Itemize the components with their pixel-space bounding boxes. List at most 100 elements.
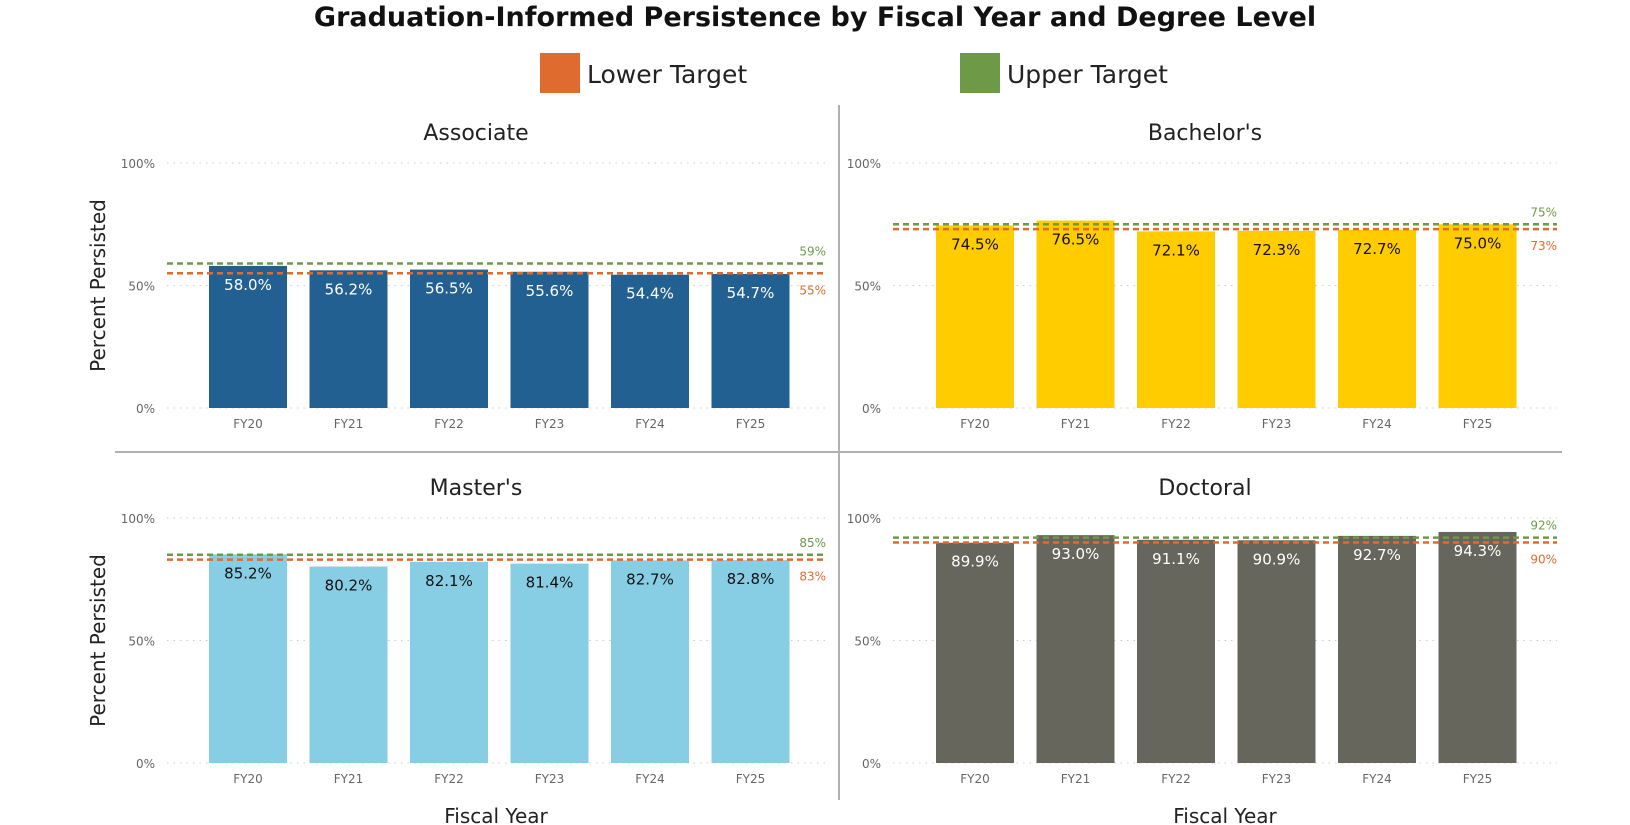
- x-tick-label: FY21: [1061, 772, 1091, 786]
- data-label: 80.2%: [325, 577, 373, 595]
- data-label: 72.7%: [1353, 240, 1401, 258]
- y-tick-label: 100%: [847, 512, 881, 526]
- panel-bachelors: Bachelor's 0% 50% 100% 74.5% FY20 76.5% FY21 72.…: [847, 121, 1557, 431]
- x-tick-label: FY25: [1463, 772, 1493, 786]
- data-label: 54.4%: [626, 285, 674, 303]
- bar-FY23: [1237, 230, 1316, 408]
- x-tick-label: FY24: [635, 417, 665, 431]
- lower-target-label: 73%: [1530, 239, 1557, 253]
- data-label: 75.0%: [1454, 234, 1502, 252]
- data-label: 91.1%: [1152, 550, 1200, 568]
- panel-associate: Associate 0% 50% 100% Percent Persisted 58.0%…: [86, 121, 826, 431]
- data-label: 81.4%: [526, 574, 574, 592]
- y-tick-label: 0%: [136, 757, 155, 771]
- x-tick-label: FY24: [1362, 772, 1392, 786]
- x-tick-label: FY22: [434, 772, 464, 786]
- y-tick-label: 0%: [862, 402, 881, 416]
- x-tick-label: FY20: [233, 417, 263, 431]
- y-tick-label: 50%: [854, 280, 881, 294]
- panel-title: Doctoral: [1158, 476, 1251, 501]
- bar-FY23: [1237, 540, 1316, 763]
- x-tick-label: FY23: [1262, 772, 1292, 786]
- x-tick-label: FY24: [635, 772, 665, 786]
- x-axis-label: Fiscal Year: [444, 804, 548, 825]
- upper-target-label: 59%: [799, 244, 826, 258]
- x-tick-label: FY21: [334, 417, 364, 431]
- data-label: 72.3%: [1253, 241, 1301, 259]
- upper-target-label: 75%: [1530, 205, 1557, 219]
- data-label: 94.3%: [1454, 542, 1502, 560]
- lower-target-label: 90%: [1530, 553, 1557, 567]
- x-tick-label: FY24: [1362, 417, 1392, 431]
- x-tick-label: FY25: [736, 417, 766, 431]
- x-tick-label: FY23: [535, 417, 565, 431]
- y-axis-label: Percent Persisted: [86, 554, 110, 727]
- bar-FY23: [510, 563, 589, 763]
- y-tick-label: 100%: [121, 512, 155, 526]
- data-label: 85.2%: [224, 564, 272, 582]
- bar-FY24: [611, 560, 689, 763]
- bar-FY24: [1338, 229, 1416, 408]
- x-axis-label: Fiscal Year: [1173, 804, 1277, 825]
- bar-FY24: [1338, 535, 1416, 763]
- bar-FY25: [1438, 224, 1517, 408]
- bar-FY22: [410, 269, 488, 408]
- data-label: 89.9%: [951, 553, 999, 571]
- y-tick-label: 100%: [847, 157, 881, 171]
- bar-FY23: [510, 271, 589, 408]
- bar-FY22: [1137, 231, 1215, 408]
- x-tick-label: FY23: [1262, 417, 1292, 431]
- legend-swatch-0: [540, 53, 580, 93]
- data-label: 82.1%: [425, 572, 473, 590]
- data-label: 82.8%: [727, 570, 775, 588]
- bar-FY21: [1036, 535, 1115, 763]
- data-label: 74.5%: [951, 235, 999, 253]
- x-tick-label: FY21: [1061, 417, 1091, 431]
- data-label: 93.0%: [1052, 545, 1100, 563]
- data-label: 76.5%: [1052, 231, 1100, 249]
- panel-doctoral: Doctoral 0% 50% 100% Fiscal Year 89.9% FY20 93.…: [847, 476, 1557, 825]
- data-label: 72.1%: [1152, 241, 1200, 259]
- y-tick-label: 50%: [128, 280, 155, 294]
- x-tick-label: FY20: [960, 417, 990, 431]
- bar-FY22: [1137, 539, 1215, 763]
- legend-label-0: Lower Target: [587, 60, 747, 89]
- legend-swatch-1: [960, 53, 1000, 93]
- x-tick-label: FY23: [535, 772, 565, 786]
- lower-target-label: 55%: [799, 283, 826, 297]
- bar-FY20: [209, 265, 287, 408]
- bar-FY21: [309, 566, 388, 763]
- x-tick-label: FY21: [334, 772, 364, 786]
- panel-title: Bachelor's: [1148, 121, 1262, 146]
- panel-title: Master's: [430, 476, 523, 501]
- x-tick-label: FY20: [960, 772, 990, 786]
- panel-masters: Master's 0% 50% 100% Percent Persisted Fiscal…: [86, 476, 826, 825]
- data-label: 92.7%: [1353, 546, 1401, 564]
- x-tick-label: FY22: [1161, 417, 1191, 431]
- bar-FY24: [611, 274, 689, 408]
- data-label: 56.5%: [425, 280, 473, 298]
- y-tick-label: 50%: [854, 635, 881, 649]
- chart-title: Graduation-Informed Persistence by Fisca…: [313, 2, 1317, 33]
- bar-FY25: [711, 560, 790, 763]
- data-label: 82.7%: [626, 570, 674, 588]
- lower-target-label: 83%: [799, 570, 826, 584]
- bar-FY20: [936, 225, 1014, 408]
- x-tick-label: FY22: [434, 417, 464, 431]
- panel-title: Associate: [423, 121, 528, 146]
- bar-FY20: [936, 542, 1014, 763]
- bar-FY22: [410, 561, 488, 763]
- bar-FY21: [309, 270, 388, 408]
- bar-FY21: [1036, 220, 1115, 408]
- data-label: 54.7%: [727, 284, 775, 302]
- data-label: 56.2%: [325, 280, 373, 298]
- y-axis-label: Percent Persisted: [86, 199, 110, 372]
- y-tick-label: 100%: [121, 157, 155, 171]
- legend-label-1: Upper Target: [1007, 60, 1168, 89]
- y-tick-label: 50%: [128, 635, 155, 649]
- bar-FY25: [711, 273, 790, 408]
- y-tick-label: 0%: [862, 757, 881, 771]
- x-tick-label: FY22: [1161, 772, 1191, 786]
- data-label: 58.0%: [224, 276, 272, 294]
